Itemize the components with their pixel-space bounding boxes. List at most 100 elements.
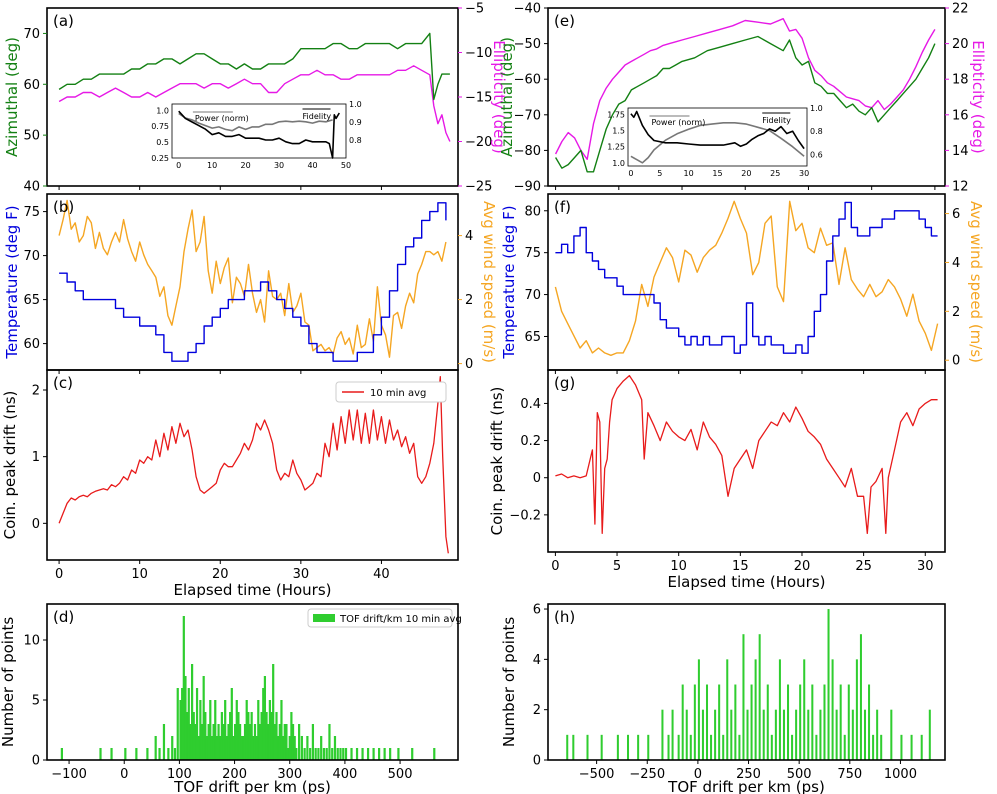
series-azimuthal	[554, 35, 936, 173]
histogram-bar	[295, 748, 298, 760]
histogram-bar	[433, 748, 436, 760]
histogram-bar	[317, 748, 320, 760]
histogram-bar	[839, 684, 842, 760]
y-tick-label: 70	[23, 27, 40, 42]
histogram-bar	[182, 616, 185, 760]
x-tick-label: 0	[551, 559, 559, 574]
inset-y-right-tick-label: 1.0	[349, 100, 362, 109]
histogram-bar	[176, 688, 179, 760]
panel-label: (f)	[554, 198, 571, 216]
plot-frame	[46, 193, 459, 371]
histogram-bar	[285, 724, 288, 760]
histogram-bar	[273, 724, 276, 760]
histogram-bar	[277, 736, 280, 760]
x-tick-label: 500	[388, 767, 413, 782]
y-tick-label: 65	[23, 293, 40, 308]
inset-y-tick-label: 0.5	[156, 138, 169, 147]
histogram-bar	[173, 748, 177, 760]
y-axis-label: Number of points	[0, 617, 17, 748]
histogram-bar	[722, 734, 725, 760]
histogram-bar	[746, 709, 749, 760]
y-right-tick-label: 4	[465, 229, 473, 244]
histogram-bar	[282, 736, 285, 760]
legend-box	[307, 608, 453, 628]
x-tick-label: 25	[855, 559, 872, 574]
inset-power-line	[178, 112, 333, 132]
panel-a: 40 50 60 70 −25 −20 −15 −10 −5 (a) Azimuthal (deg)…	[3, 2, 508, 195]
y-axis-label: Coin. peak drift (ns)	[1, 391, 19, 540]
histogram-bar	[124, 748, 127, 760]
y-tick-label: 60	[23, 78, 40, 93]
histogram-bar	[661, 709, 664, 760]
histogram-bar	[215, 736, 219, 760]
histogram-bar	[286, 748, 290, 760]
histogram-bar	[843, 734, 846, 760]
histogram-bar	[320, 736, 323, 760]
panel-f: 65 70 75 80 0 2 4 6 (f) Temperature (deg F) Avg wi…	[500, 193, 985, 374]
inset-y-right-tick-label: 0.9	[349, 118, 362, 127]
histogram-bar	[872, 734, 875, 760]
histogram-bar	[192, 712, 195, 760]
inset-x-tick-label: 20	[741, 169, 751, 178]
histogram-bar	[146, 748, 149, 760]
plot-frame	[547, 7, 946, 187]
histogram-bar	[204, 712, 207, 760]
x-tick-label: 15	[732, 559, 749, 574]
inset-frame	[627, 107, 808, 167]
histogram-bar	[194, 724, 197, 760]
histogram-bar	[291, 724, 295, 760]
histogram-bar	[378, 748, 381, 760]
y-tick-label: 0.4	[520, 397, 541, 412]
y-right-axis-label: Ellipticity (deg)	[969, 40, 987, 153]
y-right-axis-label: Avg wind speed (m/s)	[967, 201, 985, 363]
y-axis-label: Number of points	[500, 617, 518, 748]
histogram-bar	[219, 736, 222, 760]
histogram-bar	[263, 676, 267, 760]
histogram-bar	[718, 684, 721, 760]
plot-frame	[547, 603, 946, 761]
y-tick-label: 50	[23, 129, 40, 144]
histogram-bar	[689, 734, 692, 760]
x-tick-label: 400	[332, 767, 357, 782]
histogram-bar	[791, 734, 794, 760]
histogram-bar	[200, 724, 204, 760]
y-right-tick-label: 20	[952, 37, 969, 52]
histogram-bar	[278, 724, 281, 760]
y-tick-label: −50	[514, 37, 541, 52]
histogram-bar	[766, 684, 769, 760]
inset: 0 5 10 15 20 25 30 1.0 1.25 1.5 1.75 0.6 0.8 1.0 Power…	[607, 104, 823, 178]
y-right-tick-label: −10	[465, 46, 492, 61]
histogram-bar	[272, 664, 275, 760]
inset-y-right-tick-label: 1.0	[810, 104, 823, 113]
histogram-bar	[750, 684, 753, 760]
plot-frame	[46, 603, 459, 761]
x-tick-label: 750	[837, 767, 862, 782]
y-tick-label: 80	[524, 204, 541, 219]
histogram-bar	[626, 734, 630, 760]
y-tick-label: 1	[32, 450, 40, 465]
histogram-bar	[167, 748, 170, 760]
y-tick-label: 0	[32, 754, 40, 769]
histogram-bar	[900, 734, 903, 760]
inset-y-tick-label: 1.25	[607, 143, 625, 152]
histogram-bar	[697, 659, 700, 760]
y-tick-label: 0	[533, 754, 541, 769]
histogram-bar	[270, 712, 273, 760]
histogram-bar	[214, 700, 217, 760]
histogram-bar	[293, 736, 296, 760]
histogram-bar	[372, 748, 375, 760]
inset-x-tick-label: 25	[770, 169, 780, 178]
y-tick-label: 10	[23, 634, 40, 649]
y-tick-label: 75	[23, 205, 40, 220]
inset-y-tick-label: 1.0	[612, 159, 625, 168]
histogram-bar	[807, 709, 810, 760]
histogram-bar	[397, 748, 400, 760]
inset-y-right-tick-label: 0.6	[810, 150, 823, 159]
histogram-bar	[222, 724, 225, 760]
histogram-bar	[322, 748, 326, 760]
y-tick-label: −60	[514, 73, 541, 88]
histogram-bar	[235, 700, 238, 760]
inset-x-tick-label: 30	[274, 161, 284, 170]
histogram-bar	[701, 709, 704, 760]
inset-power-label: Power (norm)	[195, 114, 249, 123]
